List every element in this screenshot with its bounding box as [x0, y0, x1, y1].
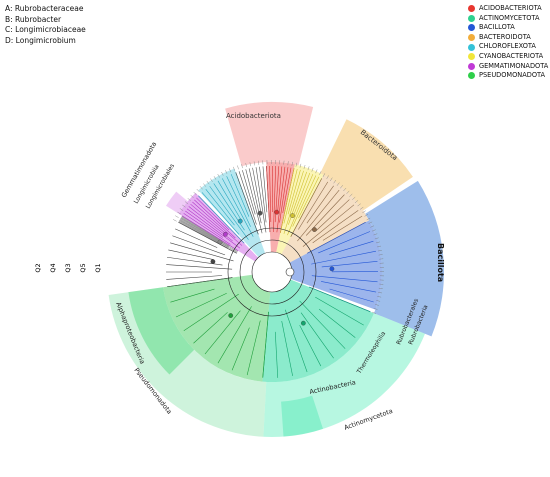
ring-label: Q2: [34, 263, 46, 273]
clade-node: [290, 213, 294, 217]
legend-item: BACTEROIDOTA: [468, 33, 548, 43]
clade-node: [330, 267, 334, 271]
legend-item: GEMMATIMONADOTA: [468, 62, 548, 72]
clade-node: [228, 313, 232, 317]
clade-node: [211, 259, 215, 263]
clade-node: [312, 227, 316, 231]
clade-node: [258, 211, 262, 215]
ring-label: Q1: [94, 263, 106, 273]
root-node: [286, 268, 294, 276]
legend-item: BACILLOTA: [468, 23, 548, 33]
ring-tick: [173, 219, 177, 221]
legend-item: CYANOBACTERIOTA: [468, 52, 548, 62]
clade-node: [301, 321, 305, 325]
legend-dot: [468, 34, 475, 41]
ring-tick: [175, 216, 178, 218]
legend-item: PSEUDOMONADOTA: [468, 71, 548, 81]
legend-dot: [468, 5, 475, 12]
legend-dot: [468, 53, 475, 60]
clade-node: [238, 219, 242, 223]
abbreviation-item: B: Rubrobacter: [5, 15, 86, 26]
abbreviation-item: A: Rubrobacteraceae: [5, 4, 86, 15]
abbreviation-item: C: Longimicrobiaceae: [5, 25, 86, 36]
legend-dot: [468, 63, 475, 70]
abbreviation-list: A: Rubrobacteraceae B: Rubrobacter C: Lo…: [5, 4, 86, 46]
branch-line: [170, 243, 233, 261]
ring-labels: Q2 Q4 Q3 Q5 Q1: [35, 262, 105, 274]
branch-line: [166, 275, 222, 279]
legend-dot: [468, 24, 475, 31]
phylum-legend: ACIDOBACTERIOTA ACTINOMYCETOTA BACILLOTA…: [468, 4, 548, 81]
ring-label: Q5: [79, 263, 91, 273]
abbreviation-item: D: Longimicrobium: [5, 36, 86, 47]
clade-node: [275, 210, 279, 214]
legend-item: CHLOROFLEXOTA: [468, 42, 548, 52]
legend-dot: [468, 44, 475, 51]
label-acidobacteriota: Acidobacteriota: [226, 112, 281, 120]
legend-item: ACIDOBACTERIOTA: [468, 4, 548, 14]
legend-dot: [468, 72, 475, 79]
label-bacillota: Bacillota: [436, 243, 445, 282]
ring-label: Q4: [49, 263, 61, 273]
ring-label: Q3: [64, 263, 76, 273]
clade-node: [223, 232, 227, 236]
ring-tick: [237, 165, 238, 169]
legend-item: ACTINOMYCETOTA: [468, 14, 548, 24]
legend-dot: [468, 15, 475, 22]
branch-line: [263, 166, 267, 212]
